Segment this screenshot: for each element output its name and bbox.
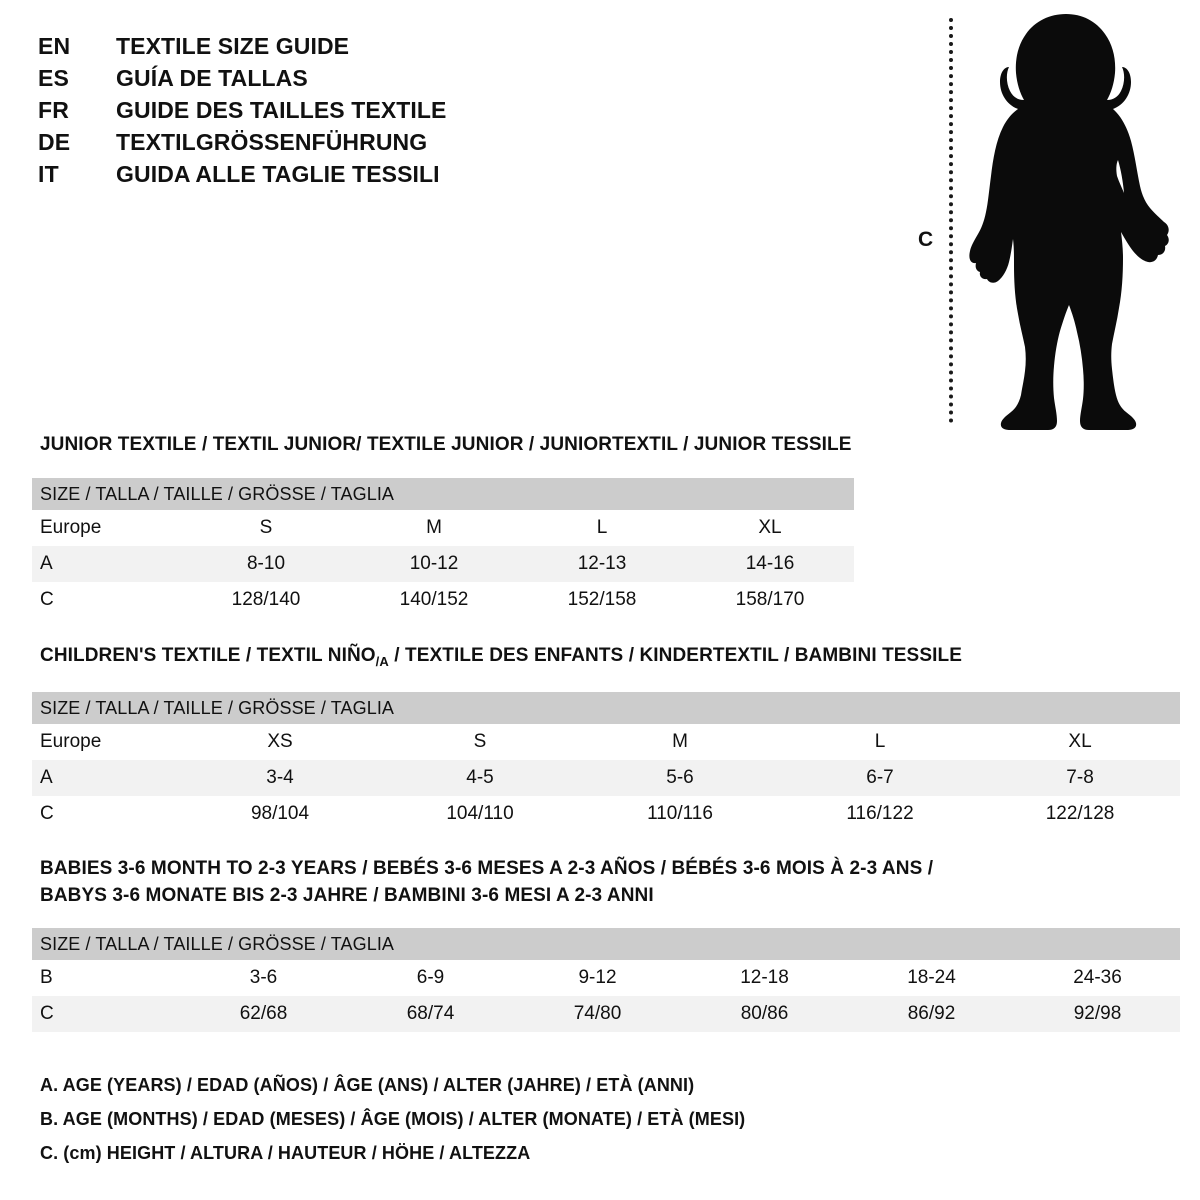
table-row: B 3-6 6-9 9-12 12-18 18-24 24-36 [32, 960, 1180, 996]
children-a-col-4: 6-7 [780, 760, 980, 796]
junior-row-key-c: C [40, 589, 54, 610]
language-code-it: IT [38, 161, 59, 187]
junior-a-col-4: 14-16 [686, 546, 855, 582]
legend-line-b: B. AGE (MONTHS) / EDAD (MESES) / ÂGE (MO… [40, 1109, 746, 1129]
height-dotted-line [949, 18, 953, 423]
table-row: A 8-10 10-12 12-13 14-16 [32, 546, 855, 582]
children-heading-pre: CHILDREN'S TEXTILE / TEXTIL NIÑO [40, 645, 376, 666]
language-title-es: GUÍA DE TALLAS [116, 65, 308, 91]
babies-b-col-3: 9-12 [578, 967, 617, 988]
children-a-col-1: 3-4 [180, 760, 380, 796]
babies-b-col-2: 6-9 [416, 967, 445, 988]
children-row-key-c: C [40, 803, 54, 824]
language-row-de: DE TEXTILGRÖSSENFÜHRUNG [38, 126, 598, 158]
junior-row-key-a: A [32, 546, 182, 582]
babies-b-col-1: 3-6 [249, 967, 278, 988]
babies-row-key-c: C [32, 996, 180, 1032]
toddler-silhouette-icon [969, 14, 1169, 430]
babies-table-bar-row: SIZE / TALLA / TAILLE / GRÖSSE / TAGLIA [32, 928, 1181, 960]
children-row-key-a: A [32, 760, 180, 796]
junior-size-table: SIZE / TALLA / TAILLE / GRÖSSE / TAGLIA … [32, 478, 855, 618]
section-heading-babies-line2: BABYS 3-6 MONATE BIS 2-3 JAHRE / BAMBINI… [40, 885, 654, 906]
children-c-col-5: 122/128 [1045, 803, 1115, 824]
junior-a-col-3: 12-13 [518, 546, 686, 582]
children-a-col-3: 5-6 [580, 760, 780, 796]
table-row: C 98/104 104/110 110/116 116/122 122/128 [32, 796, 1180, 832]
section-heading-children: CHILDREN'S TEXTILE / TEXTIL NIÑO/A / TEX… [40, 645, 962, 669]
language-row-fr: FR GUIDE DES TAILLES TEXTILE [38, 94, 598, 126]
language-title-fr: GUIDE DES TAILLES TEXTILE [116, 97, 447, 123]
language-title-it: GUIDA ALLE TAGLIE TESSILI [116, 161, 440, 187]
children-a-col-2: 4-5 [380, 760, 580, 796]
children-europe-col-2: S [473, 731, 487, 752]
language-title-block: EN TEXTILE SIZE GUIDE ES GUÍA DE TALLAS … [38, 30, 598, 190]
children-c-col-1: 98/104 [250, 803, 310, 824]
junior-bar-label: SIZE / TALLA / TAILLE / GRÖSSE / TAGLIA [32, 478, 855, 510]
table-row: C 62/68 68/74 74/80 80/86 86/92 92/98 [32, 996, 1181, 1032]
children-table-bar-row: SIZE / TALLA / TAILLE / GRÖSSE / TAGLIA [32, 692, 1181, 724]
children-europe-col-5: XL [1068, 731, 1092, 752]
junior-c-col-2: 140/152 [399, 589, 469, 610]
junior-europe-col-4: XL [758, 517, 782, 538]
babies-c-col-5: 86/92 [848, 996, 1015, 1032]
children-c-col-2: 104/110 [446, 803, 514, 824]
children-europe-col-4: L [874, 731, 886, 752]
children-europe-col-3: M [672, 731, 688, 752]
babies-bar-label: SIZE / TALLA / TAILLE / GRÖSSE / TAGLIA [32, 928, 1181, 960]
height-measure-label: C [918, 228, 934, 251]
babies-c-col-6: 92/98 [1015, 996, 1181, 1032]
junior-table-bar-row: SIZE / TALLA / TAILLE / GRÖSSE / TAGLIA [32, 478, 855, 510]
children-a-col-5: 7-8 [980, 760, 1181, 796]
children-size-table: SIZE / TALLA / TAILLE / GRÖSSE / TAGLIA … [32, 692, 1181, 832]
junior-c-col-3: 152/158 [567, 589, 637, 610]
children-europe-col-1: XS [267, 731, 293, 752]
table-row: A 3-4 4-5 5-6 6-7 7-8 [32, 760, 1181, 796]
section-heading-junior: JUNIOR TEXTILE / TEXTIL JUNIOR/ TEXTILE … [40, 434, 852, 455]
language-row-en: EN TEXTILE SIZE GUIDE [38, 30, 598, 62]
language-code-es: ES [38, 65, 70, 91]
babies-c-col-4: 80/86 [681, 996, 848, 1032]
legend-line-c: C. (cm) HEIGHT / ALTURA / HAUTEUR / HÖHE… [40, 1143, 531, 1163]
junior-c-col-1: 128/140 [231, 589, 301, 610]
children-heading-post: / TEXTILE DES ENFANTS / KINDERTEXTIL / B… [388, 645, 962, 666]
language-row-it: IT GUIDA ALLE TAGLIE TESSILI [38, 158, 598, 190]
junior-europe-col-3: L [596, 517, 608, 538]
junior-a-col-2: 10-12 [350, 546, 518, 582]
junior-row-key-europe: Europe [40, 517, 102, 538]
language-title-de: TEXTILGRÖSSENFÜHRUNG [116, 129, 428, 155]
babies-size-table: SIZE / TALLA / TAILLE / GRÖSSE / TAGLIA … [32, 928, 1181, 1032]
children-heading-subscript: /A [375, 653, 389, 669]
junior-c-col-4: 158/170 [735, 589, 805, 610]
babies-b-col-6: 24-36 [1073, 967, 1122, 988]
babies-b-col-4: 12-18 [740, 967, 789, 988]
junior-europe-col-1: S [259, 517, 273, 538]
language-code-fr: FR [38, 97, 70, 123]
junior-europe-col-2: M [426, 517, 442, 538]
babies-row-key-b: B [40, 967, 53, 988]
measurement-legend: A. AGE (YEARS) / EDAD (AÑOS) / ÂGE (ANS)… [40, 1068, 860, 1170]
height-measure-figure: C [900, 10, 1180, 430]
language-code-en: EN [38, 33, 71, 59]
legend-line-a: A. AGE (YEARS) / EDAD (AÑOS) / ÂGE (ANS)… [40, 1075, 695, 1095]
children-row-key-europe: Europe [40, 731, 102, 752]
table-row: C 128/140 140/152 152/158 158/170 [32, 582, 854, 618]
babies-c-col-1: 62/68 [180, 996, 347, 1032]
children-bar-label: SIZE / TALLA / TAILLE / GRÖSSE / TAGLIA [32, 692, 1181, 724]
table-row: Europe XS S M L XL [32, 724, 1180, 760]
babies-b-col-5: 18-24 [907, 967, 956, 988]
language-title-en: TEXTILE SIZE GUIDE [116, 33, 350, 59]
children-c-col-4: 116/122 [846, 803, 914, 824]
table-row: Europe S M L XL [32, 510, 854, 546]
children-c-col-3: 110/116 [647, 803, 713, 824]
language-row-es: ES GUÍA DE TALLAS [38, 62, 598, 94]
babies-c-col-2: 68/74 [347, 996, 514, 1032]
babies-c-col-3: 74/80 [514, 996, 681, 1032]
section-heading-babies-line1: BABIES 3-6 MONTH TO 2-3 YEARS / BEBÉS 3-… [40, 858, 934, 879]
junior-a-col-1: 8-10 [182, 546, 350, 582]
language-code-de: DE [38, 129, 71, 155]
